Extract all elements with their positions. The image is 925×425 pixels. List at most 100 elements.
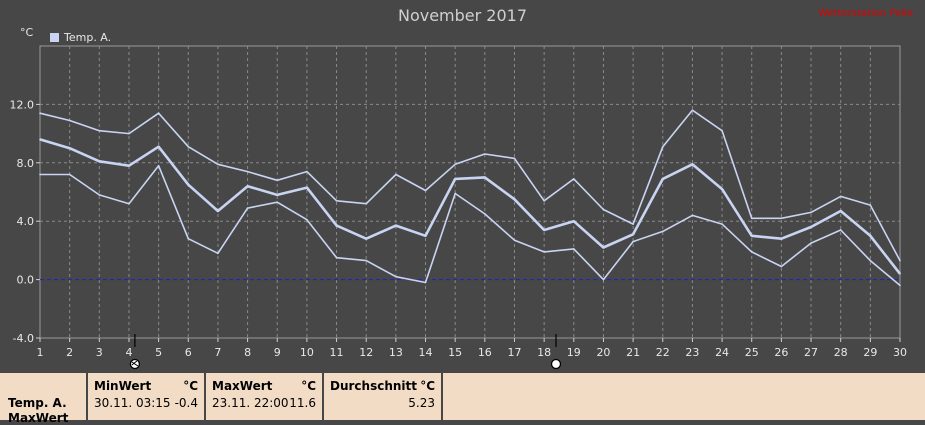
data-point-min [780, 265, 783, 268]
moon-phase-hatch [131, 360, 139, 367]
data-point-min [899, 284, 901, 287]
data-point-max [602, 208, 605, 211]
x-tick-label: 23 [685, 346, 699, 359]
data-point-avg [335, 224, 338, 227]
data-point-min [335, 256, 338, 259]
data-point-max [661, 145, 664, 148]
data-point-avg [661, 178, 664, 180]
data-point-max [395, 173, 397, 176]
x-tick-label: 16 [478, 346, 492, 359]
data-point-max [543, 199, 545, 202]
series-line-max [39, 109, 901, 261]
data-point-min [632, 240, 634, 243]
data-point-min [513, 239, 516, 241]
x-tick-label: 24 [715, 346, 729, 359]
x-tick-label: 7 [214, 346, 221, 359]
x-tick-label: 26 [774, 346, 788, 359]
plot-frame [39, 45, 901, 339]
stats-panel: Temp. A. MaxWert MinWert °C 30.11. 03:15… [0, 370, 925, 425]
data-point-avg [39, 138, 41, 141]
data-point-avg [691, 163, 694, 166]
data-point-avg [276, 194, 279, 196]
chart-legend: Temp. A. [50, 31, 111, 44]
data-point-avg [899, 272, 901, 275]
data-point-min [454, 192, 456, 195]
x-tick-label: 9 [274, 346, 281, 359]
data-point-min [217, 252, 219, 255]
data-point-max [810, 211, 812, 214]
x-tick-label: 5 [155, 346, 162, 359]
data-point-min [661, 230, 664, 233]
x-tick-label: 30 [893, 346, 907, 359]
data-point-avg [750, 235, 753, 237]
data-point-avg [602, 246, 605, 249]
data-point-avg [98, 160, 101, 163]
data-point-min [602, 278, 605, 281]
data-point-max [721, 129, 723, 132]
data-point-min [721, 223, 723, 225]
data-point-avg [424, 235, 427, 237]
stats-series-cell: Temp. A. MaxWert [0, 373, 86, 425]
data-point-min [157, 164, 160, 167]
stats-max-cell: MaxWert °C 23.11. 22:00 11.6 [206, 373, 322, 420]
data-point-max [365, 202, 368, 205]
x-tick-label: 4 [125, 346, 132, 359]
data-point-avg [839, 210, 842, 212]
data-point-max [187, 145, 190, 148]
data-point-avg [454, 178, 456, 180]
x-tick-label: 28 [834, 346, 848, 359]
stats-avg-cell: Durchschnitt °C 5.23 [324, 373, 441, 420]
legend-swatch [50, 33, 59, 42]
x-tick-label: 21 [626, 346, 640, 359]
data-point-max [335, 199, 338, 202]
data-point-max [484, 153, 486, 155]
data-point-min [276, 201, 279, 204]
data-point-min [810, 242, 812, 244]
x-tick-label: 20 [596, 346, 610, 359]
x-tick-label: 2 [66, 346, 73, 359]
stats-max-unit: °C [301, 379, 316, 393]
data-point-min [424, 281, 427, 284]
data-point-avg [157, 145, 160, 148]
data-point-min [750, 251, 753, 253]
moon-phase-icon [550, 358, 562, 370]
y-tick-label: 12.0 [10, 98, 35, 111]
stats-min-cell: MinWert °C 30.11. 03:15 -0.4 [88, 373, 204, 420]
data-point-max [276, 179, 279, 182]
data-point-avg [128, 164, 130, 167]
y-axis-unit: °C [20, 26, 34, 39]
stats-min-datetime: 30.11. 03:15 [94, 396, 171, 410]
x-tick-label: 27 [804, 346, 818, 359]
data-point-max [750, 217, 753, 220]
data-point-avg [395, 224, 397, 227]
x-tick-label: 13 [389, 346, 403, 359]
data-point-avg [217, 210, 219, 212]
data-point-max [424, 189, 427, 192]
x-tick-label: 18 [537, 346, 551, 359]
y-tick-label: 4.0 [17, 215, 35, 228]
data-point-min [839, 229, 842, 231]
series-line-avg [39, 138, 902, 275]
stats-empty-cell [443, 373, 925, 420]
x-tick-label: 10 [300, 346, 314, 359]
data-point-max [39, 112, 41, 114]
stats-avg-value: 5.23 [408, 396, 435, 410]
data-point-avg [68, 147, 71, 149]
y-tick-label: 0.0 [17, 274, 35, 287]
x-tick-label: 25 [745, 346, 759, 359]
x-tick-label: 11 [330, 346, 344, 359]
data-point-avg [721, 188, 723, 190]
data-point-max [513, 157, 516, 160]
data-point-avg [246, 185, 249, 187]
data-point-min [484, 213, 486, 215]
x-tick-label: 19 [567, 346, 581, 359]
data-point-max [98, 129, 101, 132]
stats-min-label: MinWert [94, 379, 152, 393]
x-tick-label: 3 [96, 346, 103, 359]
data-point-max [780, 217, 783, 220]
data-point-min [869, 259, 872, 262]
data-point-max [306, 170, 308, 173]
data-point-min [395, 275, 397, 278]
y-tick-label: 8.0 [17, 157, 35, 170]
x-tick-label: 1 [37, 346, 44, 359]
